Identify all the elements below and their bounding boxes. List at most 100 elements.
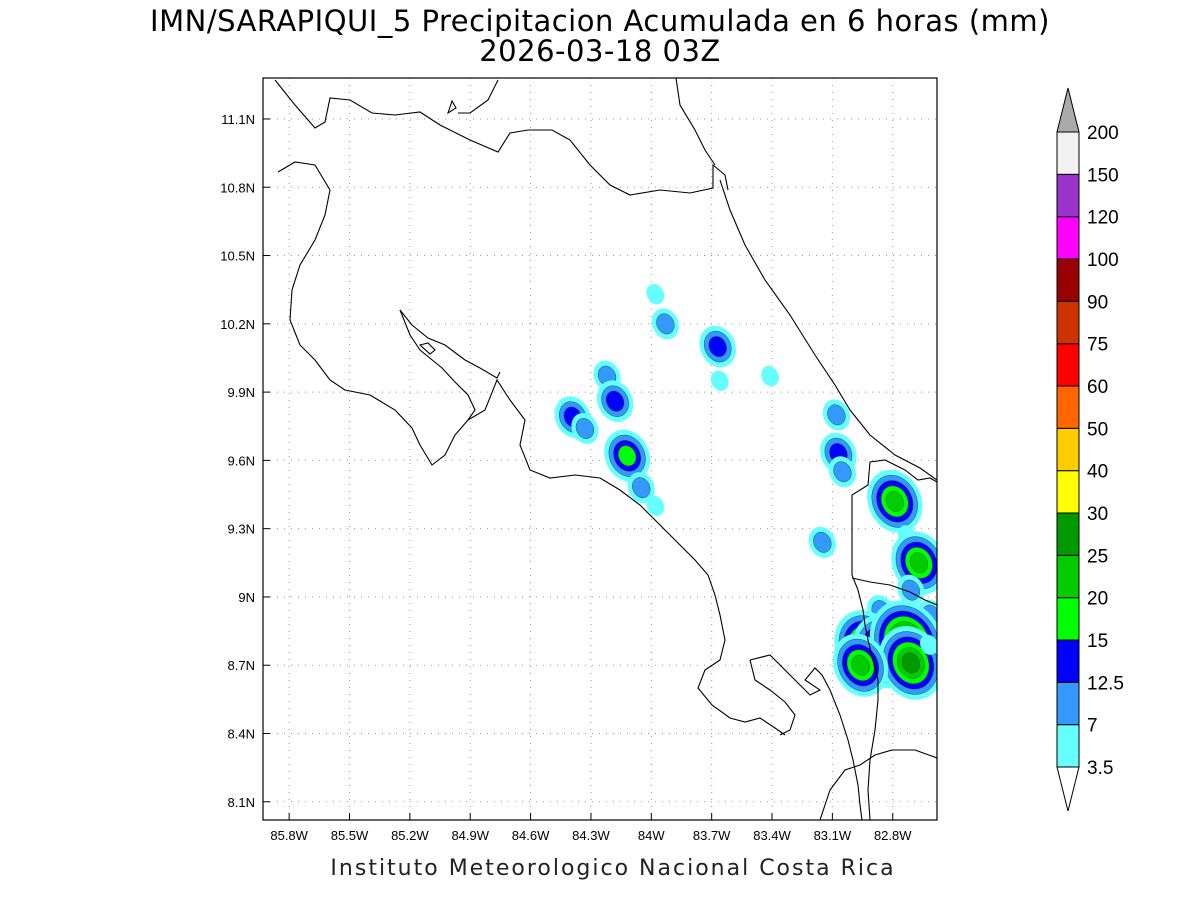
- map-valid-time: 2026-03-18 03Z: [479, 34, 721, 68]
- precip-contour: [851, 654, 870, 676]
- precip-cell: [646, 495, 665, 517]
- lon-tick-label: 84.6W: [512, 828, 550, 843]
- colorbar-box: [1056, 427, 1080, 472]
- precip-contour: [618, 445, 637, 467]
- precip-cell: [651, 308, 679, 340]
- precip-cell: [808, 526, 836, 558]
- lat-tick-label: 10.2N: [220, 317, 255, 332]
- colorbar-label: 30: [1087, 504, 1108, 525]
- colorbar-label: 75: [1087, 335, 1108, 356]
- lat-tick-label: 9.6N: [228, 453, 255, 468]
- lat-tick-label: 8.7N: [228, 658, 255, 673]
- colorbar-box: [1056, 300, 1080, 345]
- precip-contour: [909, 552, 928, 574]
- precip-cell: [867, 469, 923, 533]
- colorbar-box: [1056, 385, 1080, 429]
- precip-cell: [571, 413, 599, 445]
- precip-contour: [708, 336, 727, 357]
- map-gridlines: [263, 78, 937, 820]
- precip-contour: [710, 370, 729, 391]
- colorbar-box: [1056, 173, 1080, 218]
- lon-tick-label: 84W: [638, 828, 665, 843]
- precip-cell: [832, 633, 889, 697]
- lon-tick-label: 84.3W: [572, 828, 610, 843]
- precip-cell: [646, 284, 665, 305]
- precip-contour: [813, 531, 832, 553]
- lon-tick-label: 82.8W: [874, 828, 912, 843]
- lat-tick-label: 9.9N: [228, 385, 255, 400]
- coastline-borders: [274, 78, 937, 820]
- colorbar-box: [1056, 343, 1080, 387]
- lon-tick-label: 85.2W: [391, 828, 429, 843]
- lat-tick-label: 9.3N: [228, 522, 255, 537]
- precip-cell: [920, 634, 937, 655]
- precip-contour: [646, 495, 665, 517]
- colorbar-label: 40: [1087, 462, 1108, 483]
- precip-contour: [656, 313, 675, 335]
- colorbar-box: [1056, 639, 1080, 683]
- precip-contour: [833, 461, 852, 483]
- precip-cell: [822, 399, 850, 431]
- colorbar-box: [1056, 131, 1080, 175]
- colorbar-label: 20: [1087, 589, 1108, 610]
- colorbar-top-arrow: [1056, 87, 1080, 133]
- lat-tick-label: 10.5N: [220, 249, 255, 264]
- colorbar-label: 60: [1087, 377, 1108, 398]
- colorbar-bottom-arrow: [1056, 766, 1080, 812]
- precip-cell: [828, 456, 857, 488]
- precip-contour: [632, 477, 651, 499]
- colorbar-label: 150: [1087, 165, 1119, 186]
- colorbar-box: [1056, 216, 1080, 260]
- footer-credit: Instituto Meteorologico Nacional Costa R…: [330, 856, 896, 881]
- precip-contour: [605, 390, 625, 412]
- colorbar-box: [1056, 512, 1080, 556]
- precip-cell: [699, 325, 736, 368]
- lon-tick-label: 85.5W: [331, 828, 369, 843]
- lon-tick-label: 85.8W: [270, 828, 308, 843]
- lat-tick-label: 11.1N: [221, 112, 255, 127]
- colorbar-label: 7: [1087, 716, 1098, 737]
- lat-tick-label: 10.8N: [220, 180, 255, 195]
- lat-tick-label: 9N: [238, 590, 255, 605]
- precip-contour: [761, 365, 779, 387]
- precip-cell: [761, 365, 779, 387]
- colorbar-label: 100: [1087, 250, 1119, 271]
- precip-cell: [627, 472, 655, 504]
- precip-contour: [885, 490, 904, 512]
- colorbar-label: 12.5: [1087, 673, 1124, 694]
- precip-cell: [710, 370, 729, 391]
- precipitation-field: [554, 284, 937, 700]
- precip-contour: [575, 418, 595, 439]
- colorbar-label: 120: [1087, 208, 1119, 229]
- precip-cell: [604, 429, 651, 483]
- lon-tick-label: 83.4W: [753, 828, 791, 843]
- map-frame: [262, 77, 938, 821]
- colorbar-box: [1056, 554, 1080, 599]
- colorbar-label: 50: [1087, 419, 1108, 440]
- colorbar-box: [1056, 724, 1080, 768]
- lon-tick-label: 83.1W: [814, 828, 852, 843]
- precip-contour: [920, 634, 937, 655]
- colorbar-box: [1056, 470, 1080, 514]
- precip-cell: [878, 626, 937, 700]
- colorbar-label: 90: [1087, 292, 1108, 313]
- lat-tick-label: 8.1N: [228, 795, 255, 810]
- lon-tick-label: 83.7W: [693, 828, 731, 843]
- lat-tick-label: 8.4N: [228, 727, 255, 742]
- map-title: IMN/SARAPIQUI_5 Precipitacion Acumulada …: [150, 4, 1050, 38]
- lon-tick-label: 84.9W: [451, 828, 489, 843]
- precip-cell: [596, 380, 634, 423]
- colorbar-label: 15: [1087, 631, 1108, 652]
- colorbar-label: 3.5: [1087, 758, 1113, 779]
- colorbar-label: 200: [1087, 123, 1119, 144]
- colorbar-box: [1056, 258, 1080, 302]
- colorbar-box: [1056, 681, 1080, 726]
- precip-contour: [827, 404, 846, 426]
- precip-contour: [646, 284, 665, 305]
- colorbar-box: [1056, 597, 1080, 641]
- precip-contour: [901, 652, 920, 674]
- map-axes: 85.8W 85.5W 85.2W 84.9W 84.6W 84.3W 84W 83.7W 83…: [220, 112, 912, 843]
- colorbar-label: 25: [1087, 546, 1108, 567]
